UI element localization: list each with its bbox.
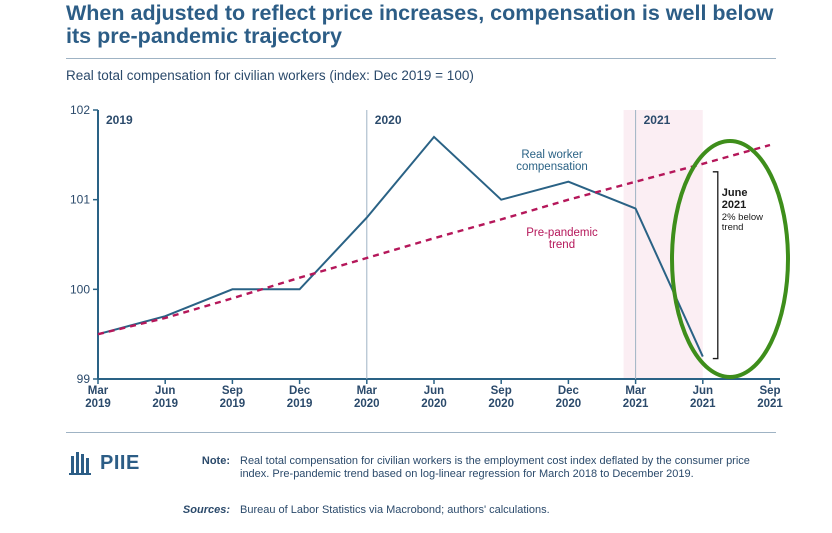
top-divider xyxy=(66,58,776,59)
highlight-circle xyxy=(670,139,790,379)
x-tick-label: 2020 xyxy=(354,398,380,410)
x-tick-label: 2021 xyxy=(623,398,649,410)
gap-annotation-text: June xyxy=(722,187,748,199)
x-tick-label: Jun xyxy=(155,385,175,397)
x-tick-label: 2021 xyxy=(690,398,716,410)
trend-line xyxy=(97,143,771,336)
x-tick-label: Jun xyxy=(424,385,444,397)
compensation-series-label: Real worker xyxy=(521,149,583,161)
year-label: 2019 xyxy=(106,113,133,127)
x-tick-label: Dec xyxy=(558,385,580,397)
chart-subtitle: Real total compensation for civilian wor… xyxy=(66,68,474,83)
x-tick-label: Sep xyxy=(759,385,780,397)
logo-text: PIIE xyxy=(100,451,140,474)
gap-bracket xyxy=(712,171,719,360)
highlight-band xyxy=(623,110,703,379)
compensation-series-label: compensation xyxy=(516,161,588,173)
bottom-divider xyxy=(66,432,776,433)
x-tick-label: Sep xyxy=(222,385,243,397)
note-text: Real total compensation for civilian wor… xyxy=(240,455,750,480)
y-tick-label: 99 xyxy=(77,372,91,386)
y-tick-label: 100 xyxy=(70,282,90,296)
trend-series-label: trend xyxy=(549,239,575,251)
gap-annotation-text: 2% below xyxy=(722,212,763,223)
x-tick-label: Mar xyxy=(625,385,646,397)
piie-logo: PIIE xyxy=(68,450,140,476)
year-label: 2020 xyxy=(375,113,402,127)
building-icon xyxy=(69,452,91,475)
trend-series-label: Pre-pandemic xyxy=(526,227,598,239)
compensation-line xyxy=(97,135,704,358)
x-tick-label: Sep xyxy=(491,385,512,397)
x-tick-label: Mar xyxy=(88,385,109,397)
x-tick-label: 2019 xyxy=(220,398,246,410)
x-tick-label: 2020 xyxy=(488,398,514,410)
gap-annotation-text: trend xyxy=(722,222,744,233)
sources-label: Sources: xyxy=(182,504,230,516)
x-tick-label: 2021 xyxy=(757,398,783,410)
x-tick-label: 2019 xyxy=(152,398,178,410)
gap-annotation-text: 2021 xyxy=(722,199,746,211)
sources-text: Bureau of Labor Statistics via Macrobond… xyxy=(240,504,550,516)
x-tick-label: Dec xyxy=(289,385,311,397)
y-tick-label: 101 xyxy=(70,193,90,207)
year-label: 2021 xyxy=(644,113,671,127)
x-tick-label: 2020 xyxy=(421,398,447,410)
x-tick-label: Jun xyxy=(693,385,713,397)
x-tick-label: 2019 xyxy=(287,398,313,410)
x-tick-label: Mar xyxy=(357,385,378,397)
x-tick-label: 2019 xyxy=(85,398,111,410)
x-tick-label: 2020 xyxy=(556,398,582,410)
note-label: Note: xyxy=(201,455,230,467)
y-tick-label: 102 xyxy=(70,103,90,117)
chart-title: When adjusted to reflect price increases… xyxy=(66,1,774,48)
